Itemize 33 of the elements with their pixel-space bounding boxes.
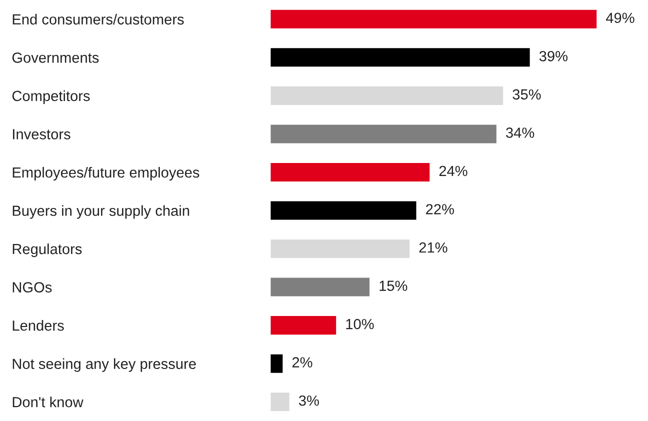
y-tick-label: Investors <box>13 129 70 140</box>
y-tick-label: Governments <box>12 52 99 63</box>
data-label: 21% <box>419 242 448 253</box>
y-tick-label: End consumers/customers <box>12 14 184 25</box>
bar <box>270 200 418 222</box>
bar <box>270 352 284 374</box>
data-label: 10% <box>346 318 374 330</box>
data-label: 15% <box>380 280 408 291</box>
data-label: 35% <box>512 89 541 100</box>
bar <box>270 162 432 183</box>
y-tick-label: Employees/future employees <box>12 166 200 181</box>
bar <box>270 123 498 145</box>
bar <box>270 314 338 336</box>
data-label: 2% <box>292 357 312 368</box>
data-label: 39% <box>539 50 568 62</box>
bar <box>270 238 411 260</box>
y-tick-label: Lenders <box>12 320 64 331</box>
y-tick-label: Buyers in your supply chain <box>12 205 190 219</box>
bar <box>270 276 371 298</box>
data-label: 34% <box>506 128 534 138</box>
y-tick-label: Don't know <box>12 396 84 408</box>
data-label: 24% <box>439 166 468 176</box>
bar <box>270 8 598 30</box>
y-tick-label: NGOs <box>12 282 52 292</box>
y-tick-label: Competitors <box>12 90 90 104</box>
data-label: 22% <box>426 204 454 214</box>
data-label: 49% <box>606 12 634 24</box>
bar <box>270 85 504 106</box>
bar <box>270 46 532 68</box>
y-tick-label: Not seeing any key pressure <box>12 358 196 372</box>
bar <box>270 391 291 413</box>
data-label: 3% <box>298 395 319 406</box>
y-tick-label: Regulators <box>12 243 82 258</box>
